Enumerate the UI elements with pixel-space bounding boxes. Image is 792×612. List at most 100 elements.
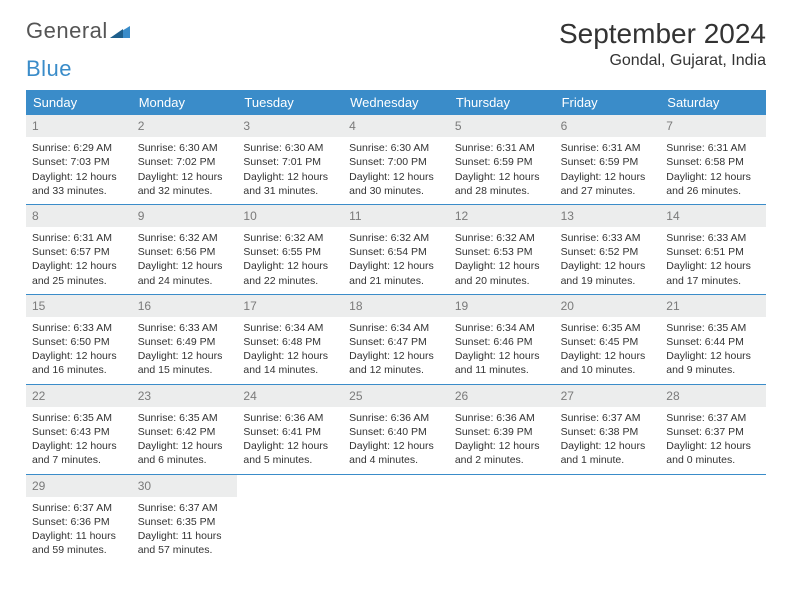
day-number: 1 [26,115,132,137]
day-number: 2 [132,115,238,137]
day-number: 25 [343,385,449,407]
daylight-line: Daylight: 12 hours and 5 minutes. [243,439,337,467]
week-row: 22Sunrise: 6:35 AMSunset: 6:43 PMDayligh… [26,385,766,475]
sunrise-line: Sunrise: 6:37 AM [138,501,232,515]
sunrise-line: Sunrise: 6:33 AM [666,231,760,245]
daylight-line: Daylight: 12 hours and 33 minutes. [32,170,126,198]
day-cell: 18Sunrise: 6:34 AMSunset: 6:47 PMDayligh… [343,295,449,384]
sunset-line: Sunset: 6:37 PM [666,425,760,439]
day-number: 3 [237,115,343,137]
sunrise-line: Sunrise: 6:37 AM [32,501,126,515]
weekday-header: Sunday [26,90,132,115]
day-number: 27 [555,385,661,407]
day-number: 15 [26,295,132,317]
sunset-line: Sunset: 6:42 PM [138,425,232,439]
week-row: 15 Sunrise: 6:33 AMSunset: 6:50 PM Dayligh… [26,295,766,385]
day-cell: 14 Sunrise: 6:33 AMSunset: 6:51 PMDayligh… [660,205,766,294]
day-cell: 23Sunrise: 6:35 AMSunset: 6:42 PMDayligh… [132,385,238,474]
sunset-line: Sunset: 6:49 PM [138,335,232,349]
sunset-line: Sunset: 6:47 PM [349,335,443,349]
sunset-line: Sunset: 7:00 PM [349,155,443,169]
sunset-line: Sunset: 6:43 PM [32,425,126,439]
sunset-line: Sunset: 6:38 PM [561,425,655,439]
day-cell: 1 Sunrise: 6:29 AMSunset: 7:03 PMDaylight… [26,115,132,204]
sunset-line: Sunset: 6:55 PM [243,245,337,259]
day-cell: 5Sunrise: 6:31 AMSunset: 6:59 PMDaylight… [449,115,555,204]
sunrise-line: Sunrise: 6:35 AM [32,411,126,425]
day-cell: 13Sunrise: 6:33 AMSunset: 6:52 PMDayligh… [555,205,661,294]
sunset-line: Sunset: 6:45 PM [561,335,655,349]
sunrise-line: Sunrise: 6:30 AM [243,141,337,155]
day-cell: 15Sunrise: 6:33 AMSunset: 6:50 PMDayligh… [26,295,132,384]
daylight-line: Daylight: 12 hours and 31 minutes. [243,170,337,198]
sunrise-line: Sunrise: 6:32 AM [349,231,443,245]
day-number: 13 [555,205,661,227]
day-number: 12 [449,205,555,227]
sunrise-line: Sunrise: 6:30 AM [349,141,443,155]
daylight-line: Daylight: 12 hours and 10 minutes. [561,349,655,377]
sunset-line: Sunset: 6:56 PM [138,245,232,259]
daylight-line: Daylight: 12 hours and 20 minutes. [455,259,549,287]
weekday-header-row: Sunday Monday Tuesday Wednesday Thursday… [26,90,766,115]
daylight-line: Daylight: 11 hours and 59 minutes. [32,529,126,557]
sunrise-line: Sunrise: 6:32 AM [455,231,549,245]
sunset-line: Sunset: 6:52 PM [561,245,655,259]
brand-triangle-icon [110,18,130,44]
day-cell: 7Sunrise: 6:31 AMSunset: 6:58 PMDaylight… [660,115,766,204]
daylight-line: Daylight: 12 hours and 17 minutes. [666,259,760,287]
sunset-line: Sunset: 6:58 PM [666,155,760,169]
daylight-line: Daylight: 12 hours and 22 minutes. [243,259,337,287]
daylight-line: Daylight: 11 hours and 57 minutes. [138,529,232,557]
daylight-line: Daylight: 12 hours and 30 minutes. [349,170,443,198]
brand-word-1: General [26,18,108,44]
sunset-line: Sunset: 7:03 PM [32,155,126,169]
day-cell: 6Sunrise: 6:31 AMSunset: 6:59 PMDaylight… [555,115,661,204]
sunrise-line: Sunrise: 6:35 AM [138,411,232,425]
day-cell: 2Sunrise: 6:30 AMSunset: 7:02 PMDaylight… [132,115,238,204]
day-cell [237,475,343,564]
day-number: 21 [660,295,766,317]
day-cell: 25Sunrise: 6:36 AMSunset: 6:40 PMDayligh… [343,385,449,474]
day-cell [660,475,766,564]
day-number: 14 [660,205,766,227]
sunrise-line: Sunrise: 6:37 AM [561,411,655,425]
weekday-header: Friday [555,90,661,115]
day-cell: 16Sunrise: 6:33 AMSunset: 6:49 PMDayligh… [132,295,238,384]
weekday-header: Monday [132,90,238,115]
day-number: 26 [449,385,555,407]
sunset-line: Sunset: 6:51 PM [666,245,760,259]
daylight-line: Daylight: 12 hours and 11 minutes. [455,349,549,377]
daylight-line: Daylight: 12 hours and 2 minutes. [455,439,549,467]
sunset-line: Sunset: 6:57 PM [32,245,126,259]
sunset-line: Sunset: 6:48 PM [243,335,337,349]
daylight-line: Daylight: 12 hours and 15 minutes. [138,349,232,377]
day-cell: 30Sunrise: 6:37 AMSunset: 6:35 PMDayligh… [132,475,238,564]
day-number: 8 [26,205,132,227]
weekday-header: Wednesday [343,90,449,115]
week-row: 1Sunrise: 6:29 AMSunset: 7:03 PMDaylight… [26,115,766,205]
week-row: 29Sunrise: 6:37 AMSunset: 6:36 PMDayligh… [26,475,766,564]
day-cell: 12Sunrise: 6:32 AMSunset: 6:53 PMDayligh… [449,205,555,294]
sunset-line: Sunset: 6:50 PM [32,335,126,349]
daylight-line: Daylight: 12 hours and 9 minutes. [666,349,760,377]
day-number: 4 [343,115,449,137]
sunset-line: Sunset: 6:39 PM [455,425,549,439]
sunrise-line: Sunrise: 6:34 AM [243,321,337,335]
calendar-page: General September 2024 Gondal, Gujarat, … [0,0,792,573]
day-number: 28 [660,385,766,407]
sunrise-line: Sunrise: 6:34 AM [349,321,443,335]
sunrise-line: Sunrise: 6:29 AM [32,141,126,155]
day-cell: 24Sunrise: 6:36 AMSunset: 6:41 PMDayligh… [237,385,343,474]
day-number: 10 [237,205,343,227]
daylight-line: Daylight: 12 hours and 24 minutes. [138,259,232,287]
sunrise-line: Sunrise: 6:33 AM [32,321,126,335]
title-block: September 2024 Gondal, Gujarat, India [559,18,766,70]
day-cell: 10Sunrise: 6:32 AMSunset: 6:55 PMDayligh… [237,205,343,294]
daylight-line: Daylight: 12 hours and 4 minutes. [349,439,443,467]
daylight-line: Daylight: 12 hours and 25 minutes. [32,259,126,287]
day-cell: 20Sunrise: 6:35 AMSunset: 6:45 PMDayligh… [555,295,661,384]
sunrise-line: Sunrise: 6:37 AM [666,411,760,425]
sunset-line: Sunset: 6:36 PM [32,515,126,529]
weeks-container: 1Sunrise: 6:29 AMSunset: 7:03 PMDaylight… [26,115,766,563]
day-number: 18 [343,295,449,317]
